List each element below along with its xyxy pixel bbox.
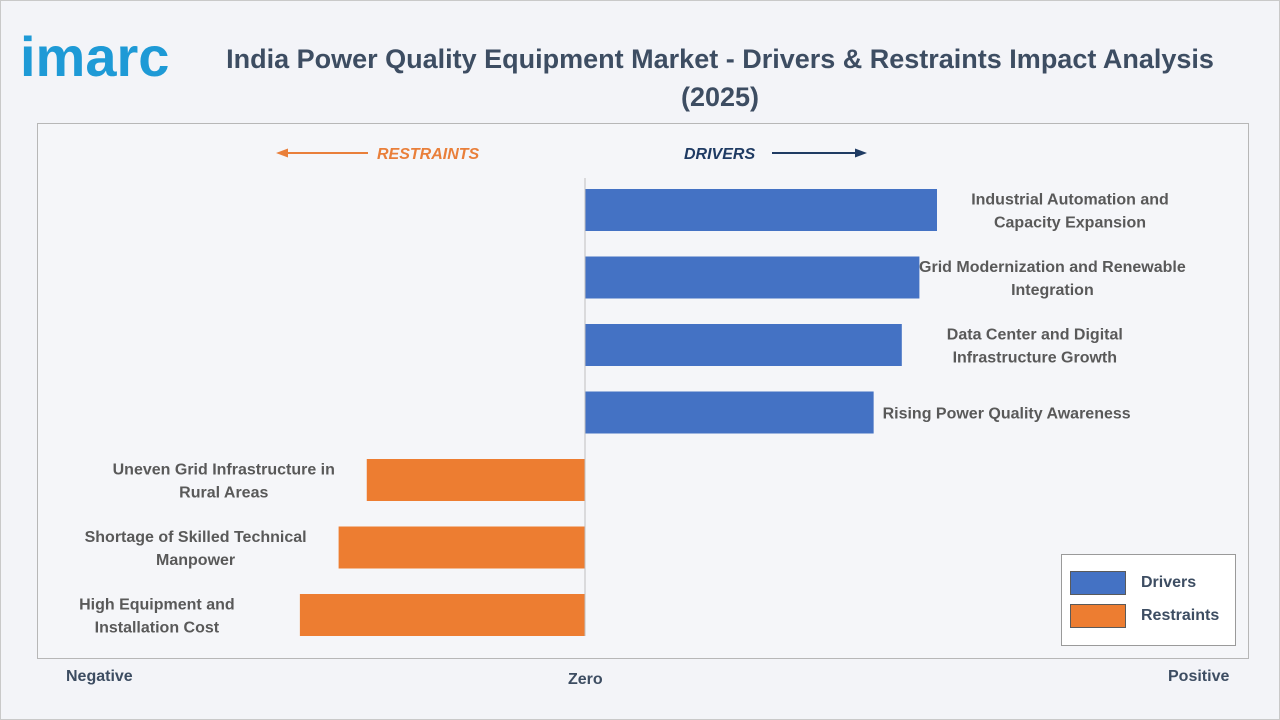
legend-item-drivers: Drivers — [1070, 571, 1230, 597]
bar-label-shortage-of-skilled-technical-manpower: Shortage of Skilled Technical Manpower — [85, 529, 307, 569]
svg-text:imarc: imarc — [20, 28, 169, 88]
drivers-direction-label: DRIVERS — [684, 146, 755, 163]
bar-data-center-and-digital-infrastructure-growth — [585, 324, 902, 366]
restraints-direction-label: RESTRAINTS — [377, 146, 480, 163]
axis-label-zero: Zero — [568, 671, 603, 688]
bar-label-industrial-automation-and-capacity-expansion: Industrial Automation and Capacity Expans… — [971, 192, 1169, 232]
restraints-arrow-head — [276, 148, 288, 158]
bar-label-high-equipment-and-installation-cost: High Equipment and Installation Cost — [79, 597, 235, 637]
legend-swatch-restraints — [1070, 604, 1126, 628]
legend-label-drivers: Drivers — [1141, 574, 1197, 591]
axis-label-positive: Positive — [1168, 668, 1230, 685]
bar-high-equipment-and-installation-cost — [299, 594, 585, 636]
bar-shortage-of-skilled-technical-manpower — [338, 526, 585, 569]
legend: Drivers Restraints — [1061, 554, 1236, 646]
axis-label-negative: Negative — [66, 668, 133, 685]
legend-label-restraints: Restraints — [1141, 607, 1220, 624]
bar-label-uneven-grid-infrastructure-in-rural-areas: Uneven Grid Infrastructure in Rural Areas — [113, 462, 335, 502]
chart-title: India Power Quality Equipment Market - D… — [226, 44, 1214, 112]
bar-industrial-automation-and-capacity-expansion — [585, 189, 937, 231]
imarc-logo: imarc — [20, 28, 169, 88]
bar-label-grid-modernization-and-renewable-integration: Grid Modernization and Renewable Integrat… — [919, 259, 1186, 299]
bar-label-rising-power-quality-awareness: Rising Power Quality Awareness — [883, 406, 1131, 423]
bar-uneven-grid-infrastructure-in-rural-areas — [366, 459, 585, 501]
bar-rising-power-quality-awareness — [585, 391, 874, 434]
legend-item-restraints: Restraints — [1070, 604, 1230, 630]
bar-grid-modernization-and-renewable-integration — [585, 256, 920, 299]
legend-swatch-drivers — [1070, 571, 1126, 595]
drivers-arrow-head — [855, 148, 867, 158]
bar-label-data-center-and-digital-infrastructure-growth: Data Center and Digital Infrastructure Gr… — [947, 327, 1123, 367]
